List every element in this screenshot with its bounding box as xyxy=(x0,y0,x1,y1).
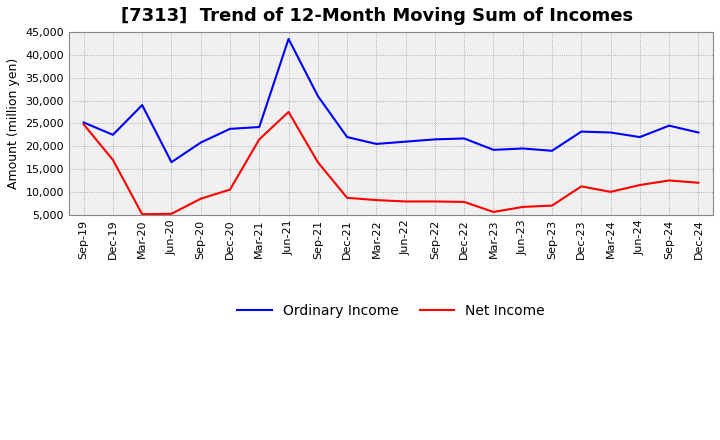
Y-axis label: Amount (million yen): Amount (million yen) xyxy=(7,58,20,189)
Net Income xyxy=(518,204,527,209)
Net Income xyxy=(197,196,205,202)
Net Income xyxy=(606,189,615,194)
Ordinary Income xyxy=(79,120,88,125)
Ordinary Income xyxy=(431,137,439,142)
Net Income xyxy=(401,199,410,204)
Net Income xyxy=(489,209,498,215)
Net Income xyxy=(694,180,703,185)
Net Income xyxy=(255,137,264,142)
Net Income xyxy=(109,157,117,162)
Net Income xyxy=(577,184,585,189)
Ordinary Income xyxy=(694,130,703,135)
Ordinary Income xyxy=(138,103,146,108)
Text: [7313]  Trend of 12-Month Moving Sum of Incomes: [7313] Trend of 12-Month Moving Sum of I… xyxy=(120,7,633,25)
Ordinary Income xyxy=(401,139,410,144)
Ordinary Income xyxy=(255,125,264,130)
Net Income xyxy=(548,203,557,208)
Net Income xyxy=(343,195,351,201)
Ordinary Income xyxy=(167,160,176,165)
Ordinary Income xyxy=(313,93,322,99)
Net Income xyxy=(636,183,644,188)
Ordinary Income xyxy=(548,148,557,154)
Net Income xyxy=(665,178,673,183)
Legend: Ordinary Income, Net Income: Ordinary Income, Net Income xyxy=(232,298,551,323)
Ordinary Income xyxy=(606,130,615,135)
Ordinary Income xyxy=(518,146,527,151)
Ordinary Income xyxy=(197,140,205,145)
Ordinary Income xyxy=(665,123,673,128)
Ordinary Income xyxy=(225,126,234,132)
Net Income xyxy=(79,121,88,127)
Net Income xyxy=(225,187,234,192)
Ordinary Income xyxy=(372,141,381,147)
Ordinary Income xyxy=(489,147,498,153)
Ordinary Income xyxy=(636,135,644,140)
Net Income xyxy=(372,198,381,203)
Ordinary Income xyxy=(577,129,585,134)
Net Income xyxy=(167,211,176,216)
Line: Net Income: Net Income xyxy=(84,112,698,214)
Ordinary Income xyxy=(284,36,293,41)
Net Income xyxy=(460,199,469,205)
Ordinary Income xyxy=(460,136,469,141)
Net Income xyxy=(138,212,146,217)
Ordinary Income xyxy=(343,135,351,140)
Net Income xyxy=(431,199,439,204)
Net Income xyxy=(313,160,322,165)
Line: Ordinary Income: Ordinary Income xyxy=(84,39,698,162)
Net Income xyxy=(284,109,293,114)
Ordinary Income xyxy=(109,132,117,137)
